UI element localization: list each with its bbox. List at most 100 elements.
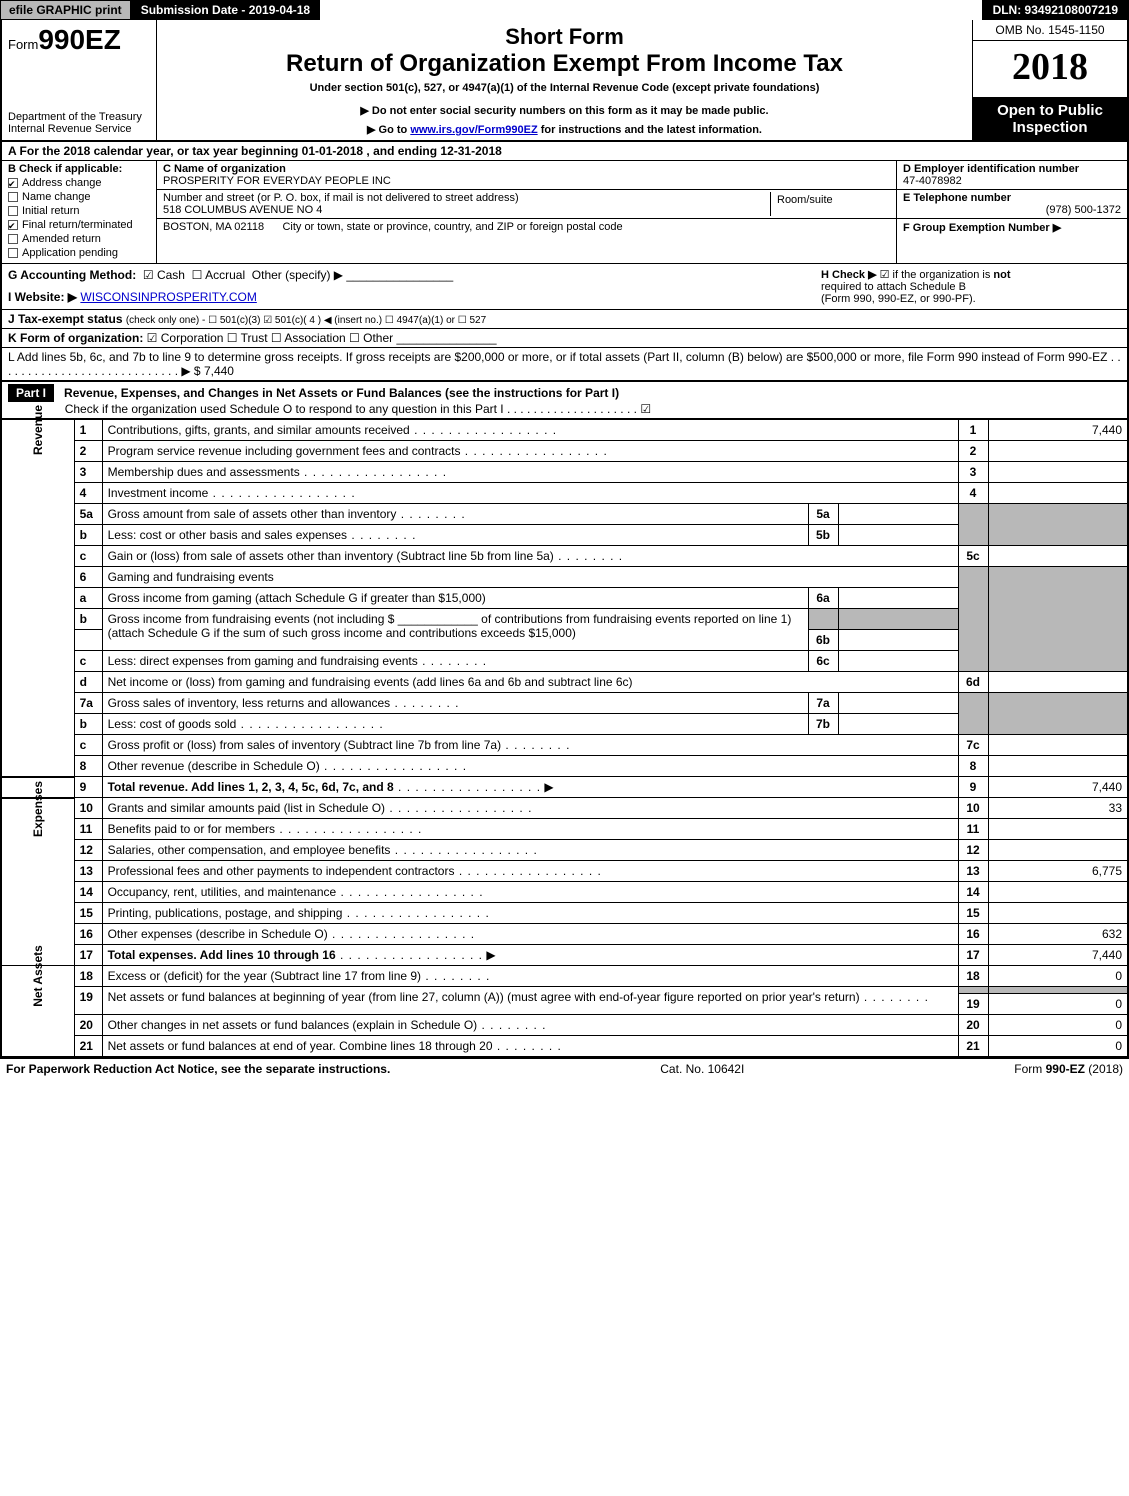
inner-num: 7b <box>808 714 838 735</box>
dept-treasury: Department of the Treasury <box>8 111 150 124</box>
goto-suffix: for instructions and the latest informat… <box>538 124 762 136</box>
checkbox-icon[interactable] <box>8 248 18 258</box>
section-b: B Check if applicable: Address change Na… <box>2 161 157 263</box>
right-num: 19 <box>958 994 988 1015</box>
shaded-cell <box>988 693 1128 735</box>
right-val <box>988 462 1128 483</box>
line-no: 3 <box>74 462 102 483</box>
right-val <box>988 441 1128 462</box>
shaded-cell <box>958 987 988 994</box>
topbar-left: efile GRAPHIC print Submission Date - 20… <box>0 0 320 20</box>
right-num: 17 <box>958 945 988 966</box>
right-val: 0 <box>988 1036 1128 1058</box>
checkbox-icon[interactable] <box>8 192 18 202</box>
inner-num: 5b <box>808 525 838 546</box>
line-no: 21 <box>74 1036 102 1058</box>
group-exemption-label: F Group Exemption Number ▶ <box>903 221 1121 234</box>
right-val: 632 <box>988 924 1128 945</box>
phone-label: E Telephone number <box>903 192 1121 204</box>
line-desc: Grants and similar amounts paid (list in… <box>102 798 958 819</box>
table-row: 8 Other revenue (describe in Schedule O)… <box>1 756 1128 777</box>
table-row: 3 Membership dues and assessments 3 <box>1 462 1128 483</box>
city-row: BOSTON, MA 02118 City or town, state or … <box>157 219 896 235</box>
chk-amended: Amended return <box>8 233 150 245</box>
open-line2: Inspection <box>977 119 1123 136</box>
right-val: 7,440 <box>988 777 1128 798</box>
right-num: 18 <box>958 966 988 987</box>
return-title: Return of Organization Exempt From Incom… <box>165 50 964 78</box>
right-val <box>988 840 1128 861</box>
line-desc: Gain or (loss) from sale of assets other… <box>102 546 958 567</box>
table-row: 6 Gaming and fundraising events <box>1 567 1128 588</box>
chk-label: Initial return <box>22 205 79 217</box>
efile-print-button[interactable]: efile GRAPHIC print <box>0 0 131 20</box>
website-link[interactable]: WISCONSINPROSPERITY.COM <box>80 290 256 304</box>
g-label: G Accounting Method: <box>8 268 136 282</box>
checkbox-icon[interactable] <box>8 178 18 188</box>
inner-val <box>838 693 958 714</box>
right-val <box>988 672 1128 693</box>
line-desc: Gross income from gaming (attach Schedul… <box>102 588 808 609</box>
line-desc: Program service revenue including govern… <box>102 441 958 462</box>
right-num: 4 <box>958 483 988 504</box>
table-row: Net Assets 18 Excess or (deficit) for th… <box>1 966 1128 987</box>
checkbox-icon[interactable] <box>8 234 18 244</box>
line-no: d <box>74 672 102 693</box>
line-no: 20 <box>74 1015 102 1036</box>
right-num: 9 <box>958 777 988 798</box>
inner-num: 6b <box>808 630 838 651</box>
right-num: 5c <box>958 546 988 567</box>
chk-address-change: Address change <box>8 177 150 189</box>
group-exemption-row: F Group Exemption Number ▶ <box>897 219 1127 236</box>
right-num: 16 <box>958 924 988 945</box>
table-row: 4 Investment income 4 <box>1 483 1128 504</box>
right-val <box>988 756 1128 777</box>
phone-row: E Telephone number (978) 500-1372 <box>897 190 1127 219</box>
line-no: b <box>74 714 102 735</box>
table-row: 5a Gross amount from sale of assets othe… <box>1 504 1128 525</box>
table-row: Expenses 10 Grants and similar amounts p… <box>1 798 1128 819</box>
section-j: J Tax-exempt status (check only one) - ☐… <box>0 310 1129 329</box>
topbar: efile GRAPHIC print Submission Date - 20… <box>0 0 1129 20</box>
table-row: 2 Program service revenue including gove… <box>1 441 1128 462</box>
right-val <box>988 882 1128 903</box>
right-num: 13 <box>958 861 988 882</box>
line-desc: Other revenue (describe in Schedule O) <box>102 756 958 777</box>
right-num: 12 <box>958 840 988 861</box>
line-no: c <box>74 735 102 756</box>
checkbox-icon[interactable] <box>8 220 18 230</box>
chk-name-change: Name change <box>8 191 150 203</box>
line-desc: Gross amount from sale of assets other t… <box>102 504 808 525</box>
g-other: Other (specify) ▶ <box>252 268 343 282</box>
line-desc: Excess or (deficit) for the year (Subtra… <box>102 966 958 987</box>
line-no: c <box>74 546 102 567</box>
open-to-public: Open to Public Inspection <box>973 98 1127 140</box>
ein-value: 47-4078982 <box>903 175 1121 187</box>
form-number-value: 990EZ <box>38 24 121 55</box>
table-row: 20 Other changes in net assets or fund b… <box>1 1015 1128 1036</box>
line-desc: Net assets or fund balances at end of ye… <box>102 1036 958 1058</box>
inner-num: 7a <box>808 693 838 714</box>
shaded-cell <box>958 504 988 546</box>
city-label: City or town, state or province, country… <box>282 221 622 233</box>
street-value: 518 COLUMBUS AVENUE NO 4 <box>163 204 770 216</box>
irs-link[interactable]: www.irs.gov/Form990EZ <box>410 124 537 136</box>
org-name-row: C Name of organization PROSPERITY FOR EV… <box>157 161 896 190</box>
line-desc: Investment income <box>102 483 958 504</box>
dln-label: DLN: 93492108007219 <box>982 0 1129 20</box>
table-row: 21 Net assets or fund balances at end of… <box>1 1036 1128 1058</box>
org-name-label: C Name of organization <box>163 163 890 175</box>
right-val <box>988 735 1128 756</box>
footer-center: Cat. No. 10642I <box>660 1062 744 1076</box>
checkbox-icon[interactable] <box>8 206 18 216</box>
submission-date-label: Submission Date - 2019-04-18 <box>131 0 320 20</box>
table-row: 15 Printing, publications, postage, and … <box>1 903 1128 924</box>
inner-val <box>838 714 958 735</box>
table-row: 9 Total revenue. Add lines 1, 2, 3, 4, 5… <box>1 777 1128 798</box>
shaded-cell <box>988 504 1128 546</box>
inner-val <box>838 504 958 525</box>
street-label: Number and street (or P. O. box, if mail… <box>163 192 770 204</box>
table-row: c Gross profit or (loss) from sales of i… <box>1 735 1128 756</box>
right-val <box>988 546 1128 567</box>
line-no: 4 <box>74 483 102 504</box>
